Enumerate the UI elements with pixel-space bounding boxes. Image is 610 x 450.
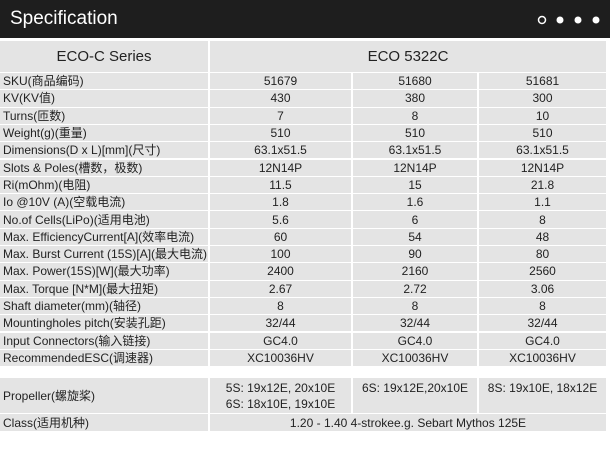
row-value: 8	[353, 297, 477, 315]
row-value: 60	[210, 228, 351, 245]
row-label: KV(KV值)	[0, 90, 208, 107]
row-label: Ri(mOhm)(电阻)	[0, 176, 208, 194]
row-value: 510	[353, 124, 477, 142]
row-label: Turns(匝数)	[0, 107, 208, 124]
row-label: Class(适用机种)	[0, 414, 208, 431]
row-label: Io @10V (A)(空载电流)	[0, 194, 208, 211]
row-value: 510	[210, 124, 351, 142]
row-label: Input Connectors(输入链接)	[0, 332, 208, 349]
row-value: 430	[210, 90, 351, 107]
row-value: 48	[479, 228, 606, 245]
row-value: 32/44	[353, 315, 477, 332]
row-value: 510	[479, 124, 606, 142]
row-value: 100	[210, 246, 351, 263]
row-value: GC4.0	[479, 332, 606, 349]
row-label: Mountingholes pitch(安装孔距)	[0, 315, 208, 332]
row-value: 12N14P	[479, 159, 606, 176]
row-value: 21.8	[479, 176, 606, 194]
class-value: 1.20 - 1.40 4-strokee.g. Sebart Mythos 1…	[210, 414, 606, 431]
row-value: GC4.0	[210, 332, 351, 349]
row-value: XC10036HV	[353, 349, 477, 367]
propeller-line: 5S: 19x12E, 20x10E	[225, 381, 336, 395]
row-value: 51681	[479, 73, 606, 90]
row-value: 2400	[210, 263, 351, 280]
header-title: Specification	[10, 8, 118, 29]
row-value: 32/44	[210, 315, 351, 332]
row-value: 380	[353, 90, 477, 107]
row-value: 54	[353, 228, 477, 245]
row-label: Max. Power(15S)[W](最大功率)	[0, 263, 208, 280]
row-label: Shaft diameter(mm)(轴径)	[0, 297, 208, 315]
row-value: 63.1x51.5	[353, 142, 477, 159]
row-value: 8	[210, 297, 351, 315]
row-value: 300	[479, 90, 606, 107]
row-label: Slots & Poles(槽数，极数)	[0, 159, 208, 176]
propeller-cell: 5S: 19x12E, 20x10E 6S: 18x10E, 19x10E	[210, 378, 351, 413]
propeller-cell: 8S: 19x10E, 18x12E	[479, 378, 606, 413]
row-value: 8	[479, 211, 606, 228]
row-value: 12N14P	[210, 159, 351, 176]
row-label: Max. Burst Current (15S)[A](最大电流)	[0, 246, 208, 263]
row-value: XC10036HV	[479, 349, 606, 367]
row-value: 90	[353, 246, 477, 263]
row-value: 12N14P	[353, 159, 477, 176]
header-bar: Specification	[0, 0, 610, 38]
row-value: 11.5	[210, 176, 351, 194]
row-value: 2.72	[353, 280, 477, 297]
row-value: 2.67	[210, 280, 351, 297]
row-label: Weight(g)(重量)	[0, 124, 208, 142]
row-label: Max. EfficiencyCurrent[A](效率电流)	[0, 228, 208, 245]
row-label: Propeller(螺旋桨)	[0, 378, 208, 413]
row-value: 1.1	[479, 194, 606, 211]
row-value: 8	[353, 107, 477, 124]
propeller-line: 8S: 19x10E, 18x12E	[487, 381, 598, 395]
row-label: No.of Cells(LiPo)(适用电池)	[0, 211, 208, 228]
row-value: 51680	[353, 73, 477, 90]
model-name: ECO 5322C	[210, 41, 606, 72]
row-value: 8	[479, 297, 606, 315]
row-value: 15	[353, 176, 477, 194]
row-value: 1.8	[210, 194, 351, 211]
row-value: 51679	[210, 73, 351, 90]
row-value: 63.1x51.5	[479, 142, 606, 159]
row-value: 80	[479, 246, 606, 263]
row-value: 32/44	[479, 315, 606, 332]
row-label: SKU(商品编码)	[0, 73, 208, 90]
propeller-line: 6S: 19x12E,20x10E	[361, 381, 469, 395]
row-value: 10	[479, 107, 606, 124]
row-value: 1.6	[353, 194, 477, 211]
row-value: 3.06	[479, 280, 606, 297]
row-value: 5.6	[210, 211, 351, 228]
row-label: RecommendedESC(调速器)	[0, 349, 208, 367]
propeller-cell: 6S: 19x12E,20x10E	[353, 378, 477, 413]
row-value: 6	[353, 211, 477, 228]
row-value: 7	[210, 107, 351, 124]
row-label: Dimensions(D x L)[mm](尺寸)	[0, 142, 208, 159]
row-value: 2560	[479, 263, 606, 280]
row-value: XC10036HV	[210, 349, 351, 367]
row-value: 63.1x51.5	[210, 142, 351, 159]
propeller-line: 6S: 18x10E, 19x10E	[225, 397, 336, 411]
pager-dots	[537, 15, 600, 25]
row-value: GC4.0	[353, 332, 477, 349]
series-label: ECO-C Series	[0, 41, 208, 72]
row-value: 2160	[353, 263, 477, 280]
row-label: Max. Torque [N*M](最大扭矩)	[0, 280, 208, 297]
